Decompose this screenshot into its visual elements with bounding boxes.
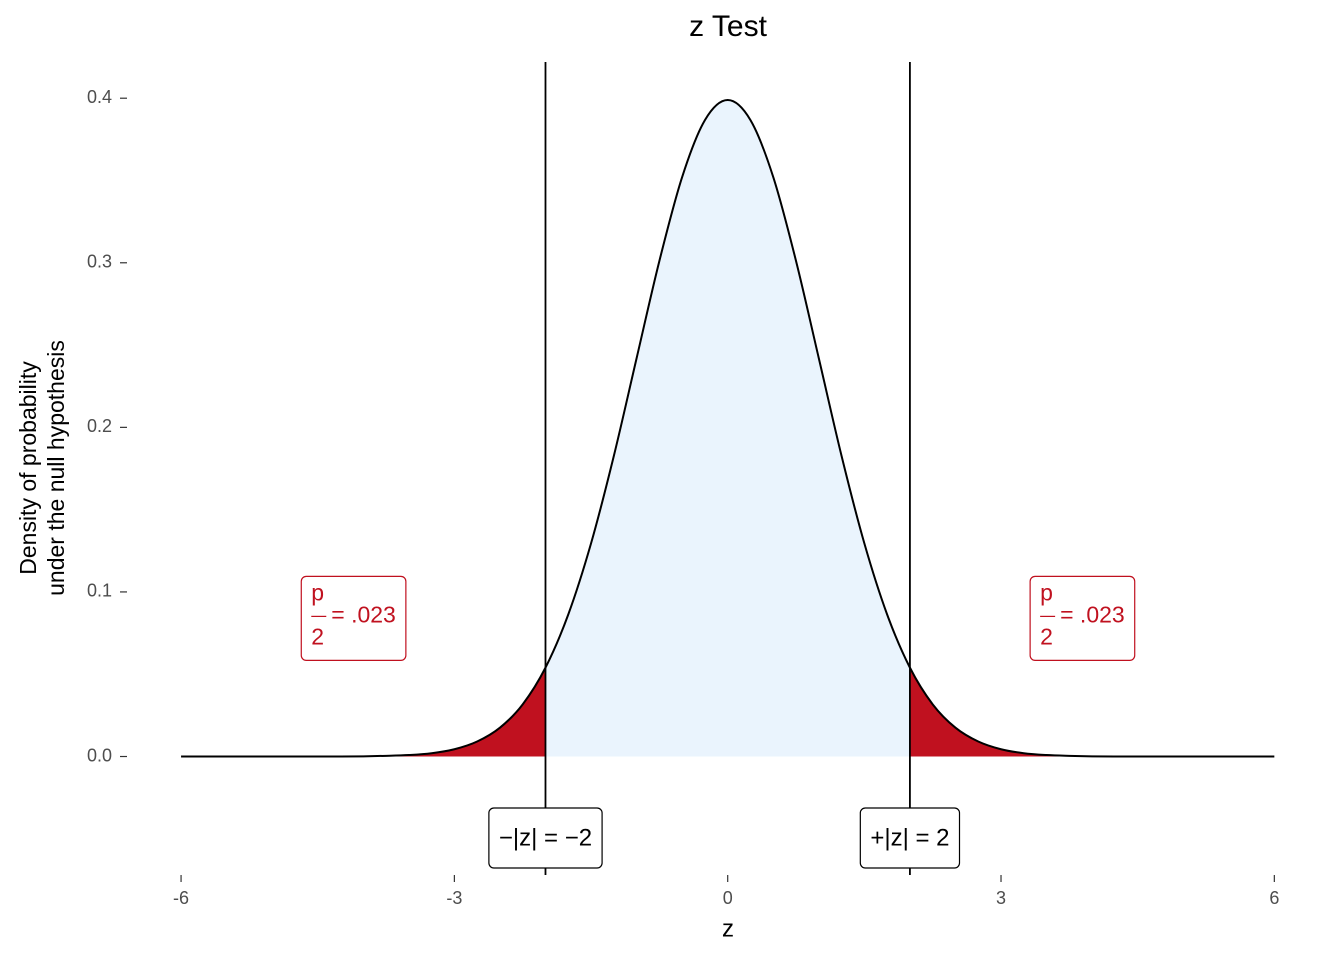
x-tick-label: 3 bbox=[996, 888, 1006, 908]
density-line bbox=[181, 99, 1275, 758]
critical-label: +|z| = 2 bbox=[859, 807, 961, 869]
y-tick-label: 0.0 bbox=[87, 745, 112, 765]
x-axis-title: z bbox=[722, 915, 734, 942]
critical-label: −|z| = −2 bbox=[488, 807, 603, 869]
label-box bbox=[859, 807, 961, 869]
y-tick-label: 0.3 bbox=[87, 252, 112, 272]
y-tick-label: 0.4 bbox=[87, 87, 112, 107]
y-tick-label: 0.1 bbox=[87, 581, 112, 601]
annotation-box bbox=[1029, 575, 1136, 661]
y-axis-title: Density of probability bbox=[15, 361, 41, 575]
tail-area bbox=[181, 667, 546, 757]
x-tick-label: 0 bbox=[723, 888, 733, 908]
x-tick-label: -6 bbox=[173, 888, 189, 908]
annotation: p 2 = .023 bbox=[300, 575, 407, 661]
annotation-denominator: 2 bbox=[311, 623, 324, 649]
critical-label-text: +|z| = 2 bbox=[870, 824, 949, 851]
tail-area bbox=[909, 667, 1275, 757]
annotation-text: = .023 bbox=[1060, 601, 1125, 627]
annotation-denominator: 2 bbox=[1040, 623, 1053, 649]
annotation-text: = .023 bbox=[331, 601, 396, 627]
y-axis-title: under the null hypothesis bbox=[43, 340, 69, 596]
y-tick-label: 0.2 bbox=[87, 416, 112, 436]
x-tick-label: 6 bbox=[1269, 888, 1279, 908]
critical-label-text: −|z| = −2 bbox=[499, 824, 592, 851]
chart-title: z Test bbox=[689, 10, 767, 43]
annotation: p 2 = .023 bbox=[1029, 575, 1136, 661]
label-box bbox=[488, 807, 603, 869]
x-tick-label: -3 bbox=[446, 888, 462, 908]
annotation-box bbox=[300, 575, 407, 661]
annotation-numerator: p bbox=[311, 579, 324, 605]
annotation-numerator: p bbox=[1040, 579, 1053, 605]
center-area bbox=[545, 100, 910, 757]
